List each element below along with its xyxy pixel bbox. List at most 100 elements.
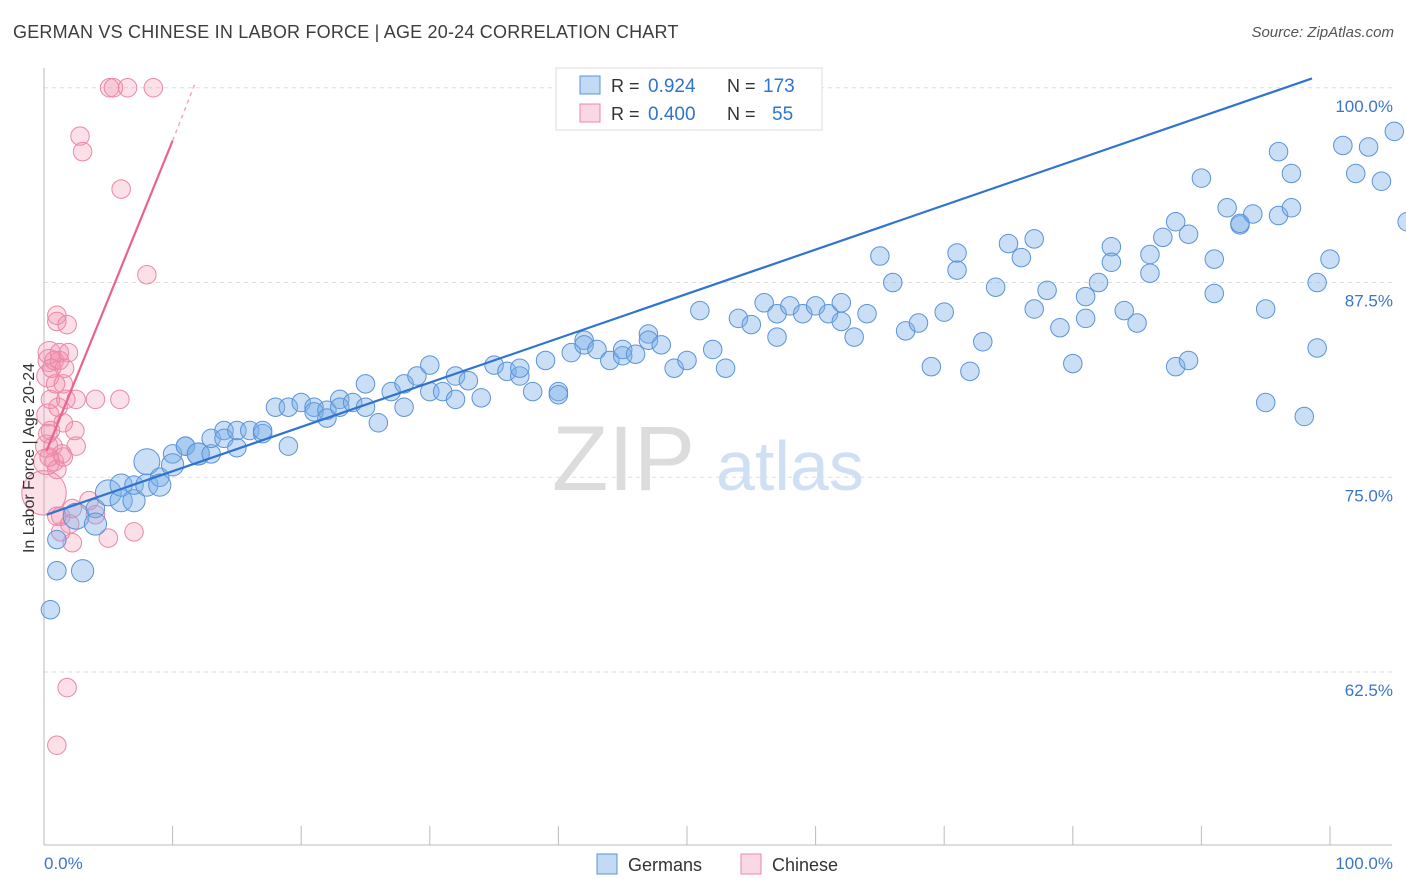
german-point: [908, 313, 929, 333]
german-point: [767, 327, 787, 347]
german-point: [148, 473, 172, 497]
german-point: [1037, 280, 1057, 301]
german-point: [1371, 171, 1392, 192]
german-point: [651, 335, 672, 355]
german-points: [40, 121, 1406, 620]
chinese-point: [72, 141, 93, 162]
german-point: [1268, 141, 1289, 162]
stats-r-value-chinese: 0.400: [648, 104, 696, 125]
german-point: [40, 599, 61, 620]
y-tick-label: 62.5%: [1345, 681, 1393, 700]
chinese-points: [21, 78, 164, 756]
y-tick-label: 87.5%: [1345, 292, 1393, 311]
german-point: [1307, 338, 1327, 358]
german-point: [227, 437, 247, 458]
bottom-legend: Germans Chinese: [596, 853, 838, 875]
german-point: [548, 384, 569, 405]
german-point: [1345, 163, 1366, 184]
german-point: [133, 448, 161, 476]
chinese-point: [21, 470, 67, 516]
german-point: [741, 314, 762, 335]
german-point: [831, 311, 852, 332]
german-point: [1165, 212, 1186, 232]
stats-swatch-germans: [579, 75, 601, 95]
german-point: [844, 327, 864, 347]
german-point: [445, 389, 466, 410]
chinese-point: [39, 447, 59, 467]
german-point: [278, 436, 299, 456]
german-point: [535, 350, 556, 371]
german-point: [1165, 356, 1186, 377]
german-point: [1217, 198, 1237, 218]
german-point: [1204, 249, 1225, 269]
stats-n-value-chinese: 55: [772, 104, 793, 125]
chinese-point: [124, 522, 144, 542]
german-point: [702, 339, 723, 360]
german-point: [484, 355, 504, 375]
chinese-point: [117, 78, 138, 98]
stats-n-label-chinese: N =: [727, 104, 756, 124]
german-point: [587, 339, 607, 360]
german-point: [1384, 121, 1405, 142]
german-point: [870, 246, 890, 266]
german-point: [394, 397, 414, 417]
german-point: [175, 436, 196, 456]
germans-trendline: [46, 77, 1313, 516]
german-point: [638, 330, 659, 350]
german-point: [1191, 168, 1212, 188]
watermark-atlas: atlas: [716, 427, 864, 505]
chinese-point: [85, 389, 106, 410]
german-point: [677, 350, 697, 371]
german-point: [1320, 249, 1340, 269]
german-point: [1024, 229, 1044, 249]
stats-legend: R = 0.924 N = 173 R = 0.400 N = 55: [555, 67, 823, 131]
german-point: [985, 277, 1006, 297]
german-point: [458, 370, 479, 391]
german-point: [161, 453, 185, 477]
german-point: [600, 350, 620, 371]
german-point: [278, 397, 299, 417]
chinese-point: [53, 374, 74, 394]
german-point: [1114, 300, 1134, 321]
y-tick-label: 100.0%: [1335, 97, 1393, 116]
german-point: [1255, 299, 1276, 319]
chinese-point: [47, 459, 67, 480]
chinese-point: [53, 447, 74, 467]
german-point: [1075, 308, 1096, 329]
german-point: [857, 303, 877, 324]
german-point: [330, 389, 350, 410]
german-point: [728, 308, 749, 329]
german-point: [304, 397, 324, 417]
chinese-point: [54, 358, 75, 378]
german-point: [1063, 353, 1083, 374]
chinese-point: [58, 342, 79, 363]
german-point: [947, 243, 967, 263]
german-point: [947, 260, 967, 280]
german-point: [355, 374, 376, 394]
german-point: [960, 361, 980, 382]
chinese-point: [47, 735, 67, 756]
german-point: [715, 358, 736, 378]
german-point: [510, 366, 530, 386]
german-point: [1050, 317, 1070, 338]
legend-swatch-chinese: [740, 853, 762, 875]
german-point: [368, 413, 389, 433]
chinese-trendline: [45, 140, 174, 452]
german-point: [1243, 204, 1263, 224]
german-point: [831, 293, 852, 313]
legend-label-chinese: Chinese: [772, 855, 838, 875]
chinese-point: [85, 504, 106, 525]
chinese-point: [110, 389, 130, 410]
german-point: [1333, 135, 1353, 156]
grid: [44, 87, 1392, 673]
german-point: [612, 339, 633, 360]
german-point: [973, 332, 993, 352]
tick-labels: 62.5% 75.0% 87.5% 100.0% 0.0% 100.0%: [44, 97, 1393, 873]
german-point: [1397, 212, 1406, 232]
german-point: [1307, 272, 1327, 293]
chinese-point: [111, 179, 131, 199]
german-point: [407, 366, 427, 386]
stats-r-label-chinese: R =: [611, 104, 640, 124]
german-point: [70, 559, 95, 583]
